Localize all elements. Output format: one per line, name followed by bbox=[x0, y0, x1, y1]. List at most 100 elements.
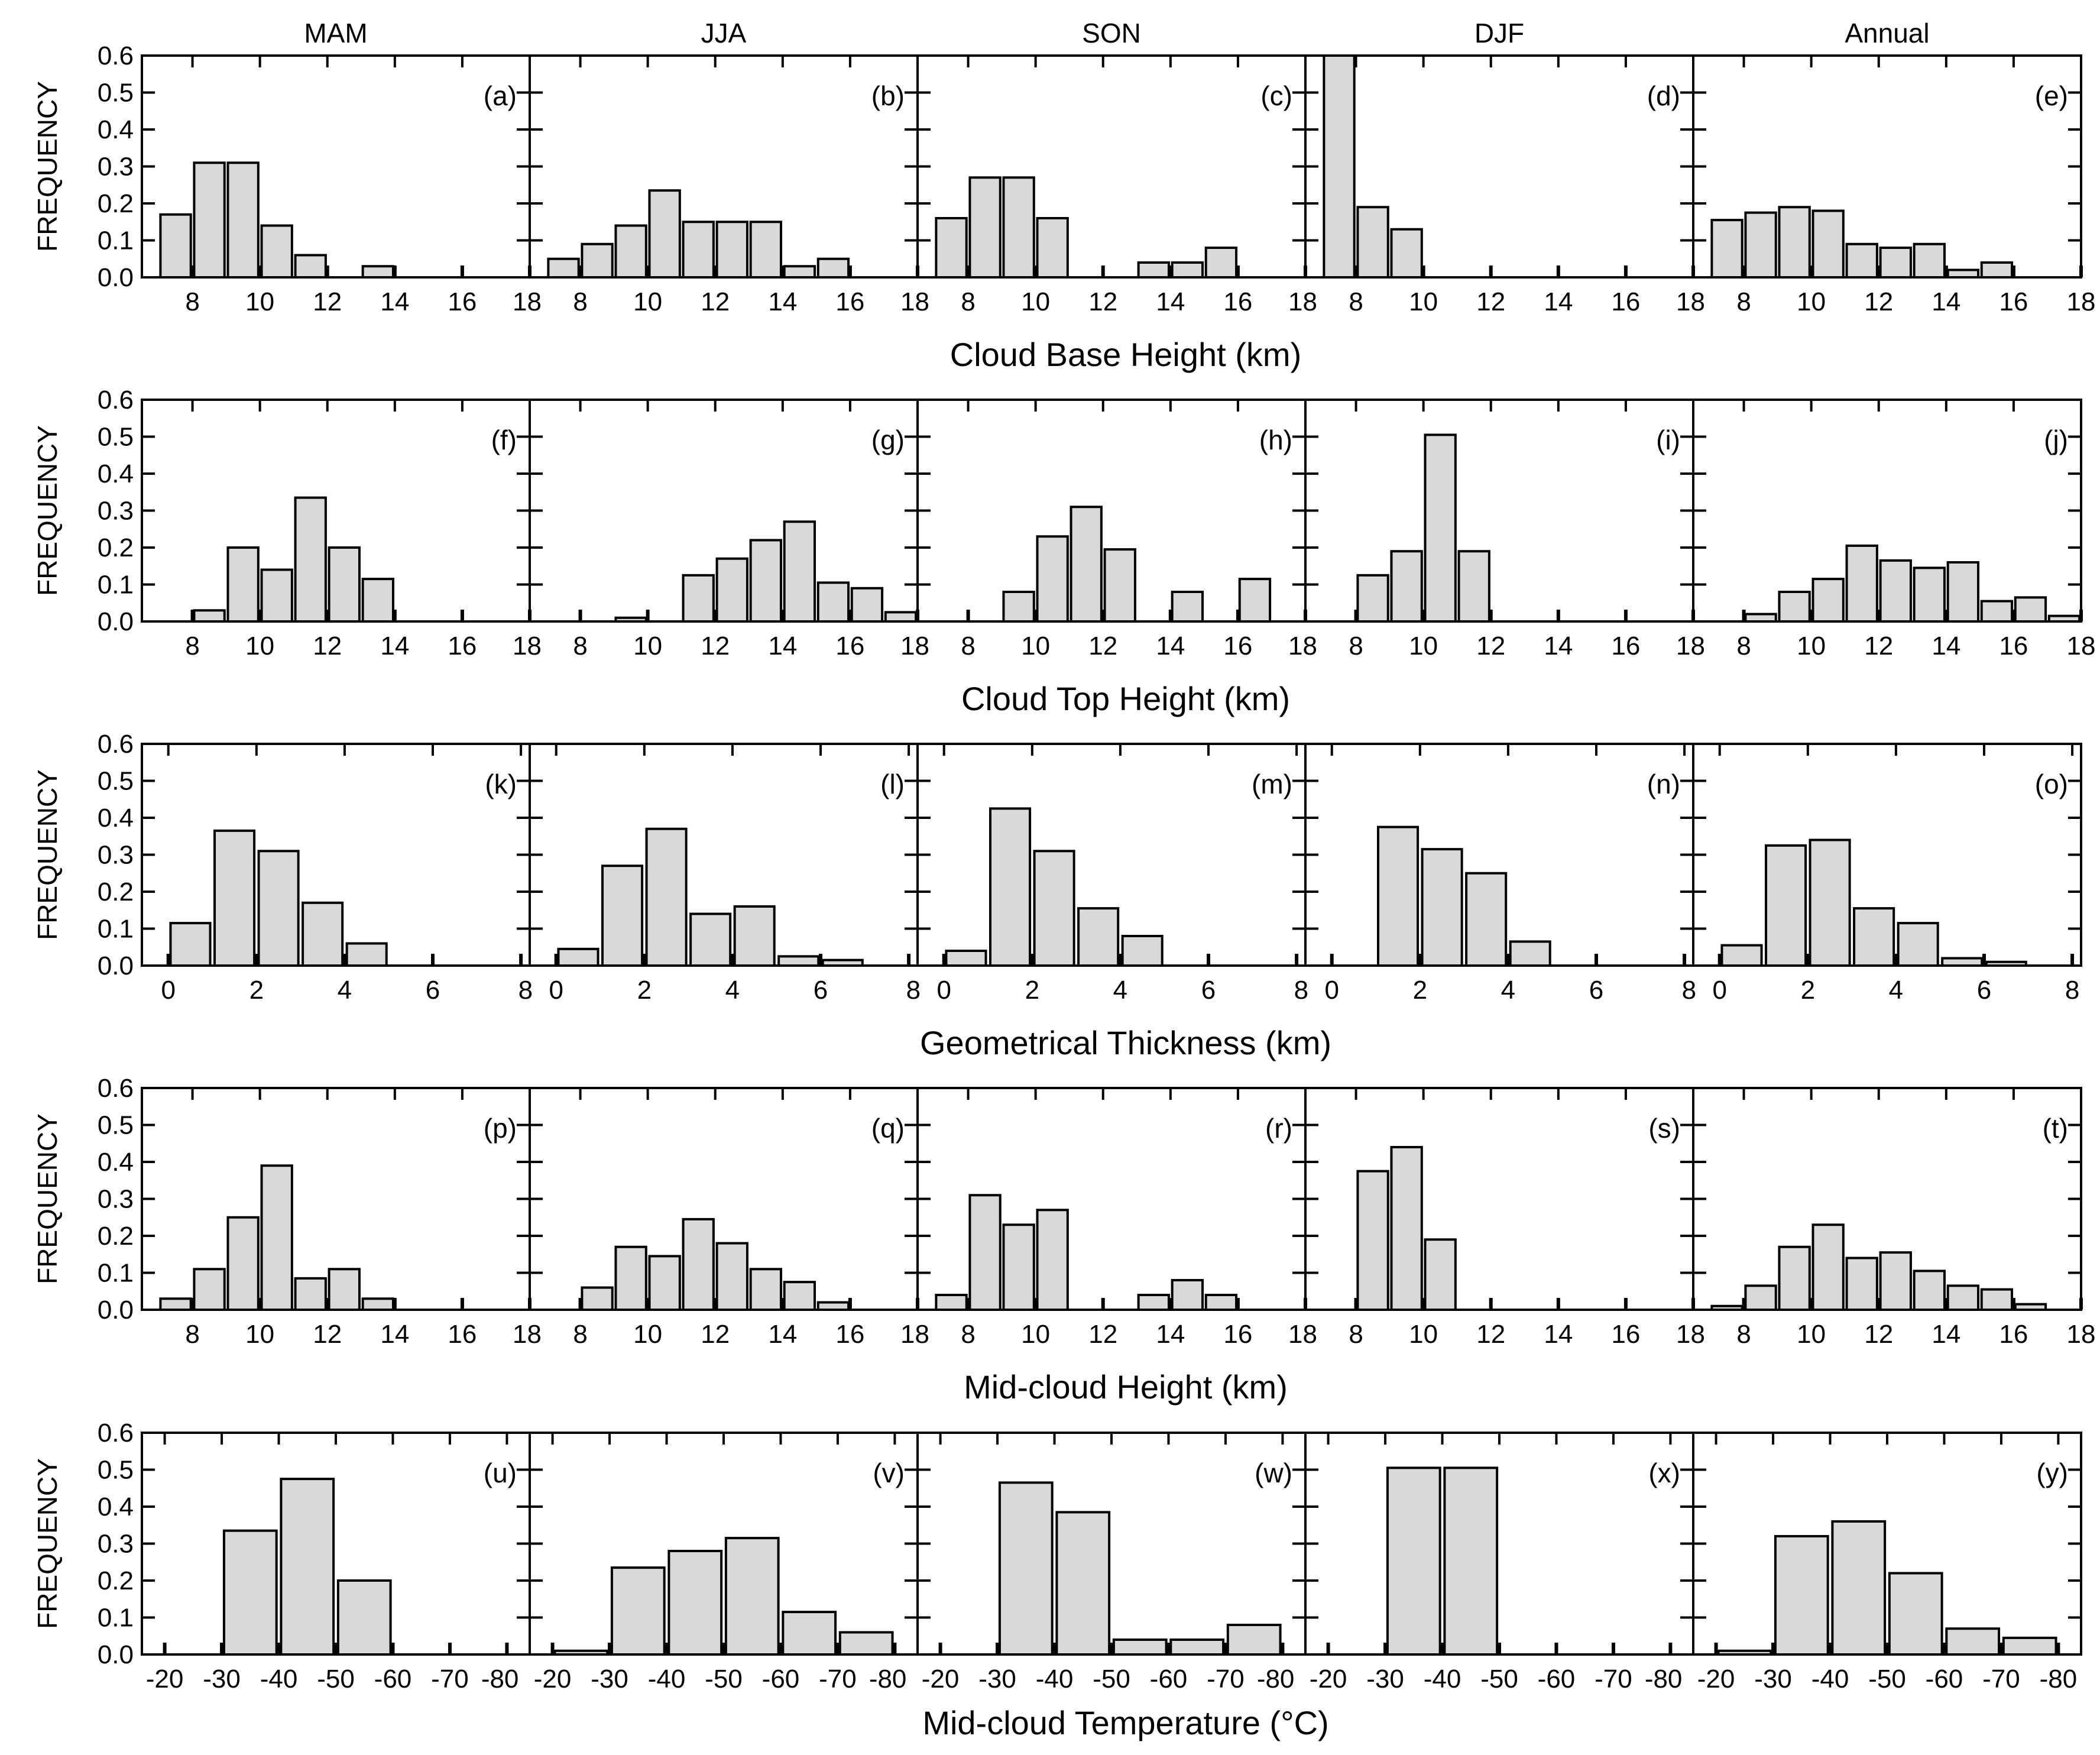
bar bbox=[1171, 261, 1204, 279]
bar bbox=[1946, 1284, 1980, 1311]
bar bbox=[1774, 1535, 1829, 1656]
x-tick-label: -40 bbox=[1424, 1665, 1461, 1694]
bar bbox=[1070, 506, 1103, 623]
bar bbox=[749, 539, 782, 623]
bar bbox=[1710, 219, 1743, 279]
x-tick-label: 14 bbox=[1156, 632, 1185, 660]
panel-label: (k) bbox=[485, 769, 517, 799]
x-tick-label: 2 bbox=[637, 976, 652, 1005]
y-tick-label: 0.4 bbox=[98, 115, 134, 144]
column-title: SON bbox=[1082, 18, 1141, 48]
x-tick-label: 2 bbox=[1413, 976, 1427, 1005]
x-tick-label: 14 bbox=[1544, 1320, 1573, 1349]
x-axis-label: Geometrical Thickness (km) bbox=[920, 1024, 1331, 1061]
panel: 0 2 4 6 8 (n) bbox=[1294, 743, 1696, 1005]
panel: 8 10 12 14 16 18 (j) bbox=[1681, 399, 2095, 660]
bar bbox=[1121, 935, 1164, 967]
x-tick-label: 16 bbox=[835, 632, 864, 660]
bar bbox=[581, 242, 614, 279]
y-tick-label: 0.6 bbox=[98, 1419, 134, 1448]
bar bbox=[749, 1268, 782, 1311]
x-tick-label: 14 bbox=[768, 287, 797, 316]
bar bbox=[1465, 872, 1508, 967]
column-title: DJF bbox=[1474, 18, 1524, 48]
panel-frame bbox=[529, 1432, 919, 1656]
bar bbox=[328, 546, 361, 623]
x-tick-label: 0 bbox=[1324, 976, 1339, 1005]
y-tick-label: 0.3 bbox=[98, 1530, 134, 1559]
y-tick-label: 0.0 bbox=[98, 1296, 134, 1325]
bar bbox=[989, 807, 1032, 967]
x-tick-label: -50 bbox=[1480, 1665, 1518, 1694]
bar bbox=[159, 213, 192, 279]
x-axis-label: Mid-cloud Temperature (°C) bbox=[922, 1704, 1328, 1741]
x-tick-label: -70 bbox=[1982, 1665, 2020, 1694]
bar bbox=[782, 1611, 837, 1656]
x-tick-label: 8 bbox=[1736, 1320, 1751, 1349]
bar bbox=[884, 611, 918, 623]
x-tick-label: 8 bbox=[573, 1320, 587, 1349]
x-tick-label: 12 bbox=[1088, 287, 1117, 316]
panel-label: (s) bbox=[1648, 1113, 1680, 1144]
bar bbox=[1879, 559, 1912, 623]
panel: 8 10 12 14 16 18 (c) bbox=[906, 54, 1317, 316]
bar bbox=[614, 224, 647, 279]
x-tick-label: 16 bbox=[1611, 632, 1640, 660]
panel: 8 10 12 14 16 18 (r) bbox=[906, 1087, 1317, 1349]
x-tick-label: 8 bbox=[518, 976, 533, 1005]
x-tick-label: 12 bbox=[1864, 287, 1893, 316]
x-tick-label: -60 bbox=[1150, 1665, 1188, 1694]
x-tick-label: 12 bbox=[1088, 1320, 1117, 1349]
x-tick-label: 12 bbox=[701, 287, 730, 316]
x-tick-label: 2 bbox=[249, 976, 264, 1005]
y-tick-label: 0.0 bbox=[98, 263, 134, 292]
bar bbox=[1033, 850, 1075, 967]
y-tick-label: 0.5 bbox=[98, 1456, 134, 1485]
x-tick-label: 8 bbox=[961, 632, 975, 660]
x-tick-label: 10 bbox=[633, 632, 662, 660]
x-tick-label: 0 bbox=[936, 976, 951, 1005]
chart-row: FREQUENCY 0.0 0.1 0.2 0.3 0.4 0.5 0.6 Geometrica… bbox=[32, 730, 2082, 1061]
x-tick-label: -30 bbox=[591, 1665, 628, 1694]
bar bbox=[1238, 578, 1272, 623]
y-axis-label: FREQUENCY bbox=[32, 1113, 63, 1284]
bar bbox=[1424, 433, 1457, 623]
x-tick-label: 6 bbox=[1977, 976, 1991, 1005]
x-tick-label: -40 bbox=[1811, 1665, 1849, 1694]
x-tick-label: 18 bbox=[900, 1320, 929, 1349]
bar bbox=[715, 557, 748, 623]
panel-label: (w) bbox=[1255, 1458, 1292, 1488]
x-tick-label: 8 bbox=[906, 976, 921, 1005]
panel-label: (x) bbox=[1648, 1458, 1680, 1488]
bar bbox=[1720, 944, 1763, 967]
bar bbox=[336, 1579, 392, 1656]
x-tick-label: 10 bbox=[633, 1320, 662, 1349]
x-tick-label: 18 bbox=[1288, 287, 1317, 316]
x-tick-label: 16 bbox=[1223, 287, 1252, 316]
x-tick-label: -30 bbox=[203, 1665, 241, 1694]
panel-label: (v) bbox=[873, 1458, 905, 1488]
bar bbox=[1778, 206, 1811, 279]
x-tick-label: 8 bbox=[961, 287, 975, 316]
x-axis-label: Cloud Base Height (km) bbox=[950, 336, 1301, 373]
bar bbox=[1204, 1294, 1238, 1311]
x-tick-label: 12 bbox=[1864, 1320, 1893, 1349]
bar bbox=[1002, 591, 1035, 623]
x-tick-label: -60 bbox=[1926, 1665, 1963, 1694]
y-tick-label: 0.3 bbox=[98, 1185, 134, 1214]
x-tick-label: 18 bbox=[1676, 287, 1705, 316]
bar bbox=[1913, 1270, 1946, 1311]
bar bbox=[645, 827, 688, 967]
x-axis-label: Mid-cloud Height (km) bbox=[964, 1368, 1288, 1406]
x-tick-label: 18 bbox=[1288, 1320, 1317, 1349]
y-tick-label: 0.0 bbox=[98, 607, 134, 636]
x-tick-label: 10 bbox=[1409, 287, 1438, 316]
x-tick-label: 4 bbox=[338, 976, 352, 1005]
y-tick-label: 0.2 bbox=[98, 878, 134, 906]
x-tick-label: -30 bbox=[978, 1665, 1016, 1694]
y-tick-label: 0.1 bbox=[98, 1604, 134, 1633]
bar bbox=[1103, 548, 1136, 623]
y-tick-label: 0.5 bbox=[98, 1111, 134, 1140]
x-tick-label: 16 bbox=[1999, 1320, 2028, 1349]
bar bbox=[783, 265, 816, 279]
